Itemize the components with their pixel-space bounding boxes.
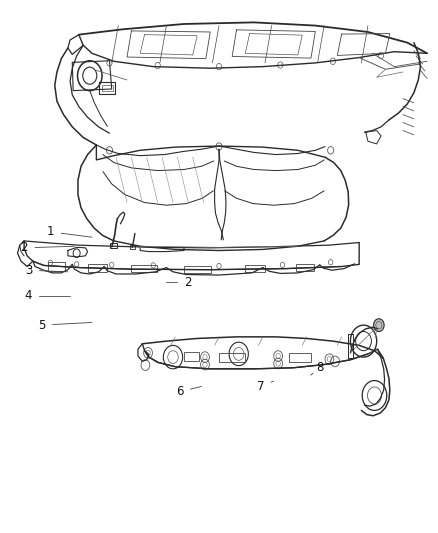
Bar (184, 352, 199, 361)
Bar (131, 265, 157, 272)
Bar (88, 264, 107, 272)
Bar (184, 266, 211, 273)
Bar (110, 243, 117, 248)
Text: 5: 5 (38, 319, 45, 332)
Bar (99, 82, 115, 94)
Bar (296, 264, 314, 271)
Text: 1: 1 (46, 225, 54, 238)
Text: 8: 8 (316, 361, 323, 374)
Bar (48, 262, 65, 271)
Text: 6: 6 (176, 385, 184, 398)
Circle shape (374, 319, 384, 332)
Bar (289, 353, 311, 362)
Text: 4: 4 (25, 289, 32, 302)
Text: 7: 7 (257, 380, 265, 393)
Bar (130, 245, 135, 249)
Bar (102, 85, 113, 91)
Text: 2: 2 (184, 276, 192, 289)
Bar (245, 265, 265, 272)
Text: 2: 2 (20, 241, 28, 254)
Text: 3: 3 (25, 264, 32, 277)
Bar (219, 353, 245, 362)
